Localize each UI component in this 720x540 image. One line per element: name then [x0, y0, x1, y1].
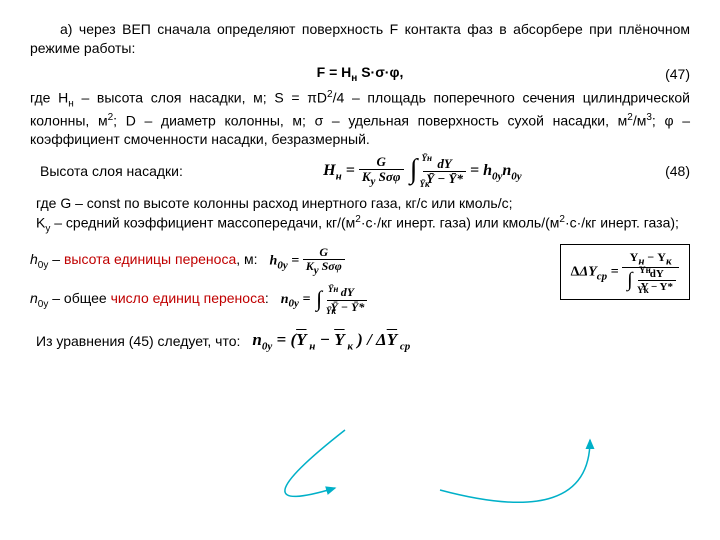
- boxed-formula: ΔΔYср = Yн − Yк Yн∫Yк dY Y − Y*: [560, 244, 690, 301]
- eq48-number: (48): [650, 163, 690, 179]
- eq47-description: где Hн – высота слоя насадки, м; S = πD2…: [30, 88, 690, 149]
- eq47-formula: F = Hн S·σ·φ,: [70, 64, 650, 84]
- eq48-label: Высота слоя насадки:: [30, 163, 183, 179]
- equation-47: F = Hн S·σ·φ, (47): [30, 64, 690, 84]
- eq47-number: (47): [650, 66, 690, 82]
- equation-48-row: Высота слоя насадки: Hн = G Ky Sσφ Ȳн∫Ȳк…: [30, 155, 690, 188]
- n0y-formula: n0y = Ȳн∫Ȳк dY Ȳ − Ȳ*: [269, 286, 550, 313]
- n0y-row: n0y – общее число единиц переноса: n0y =…: [30, 286, 550, 313]
- eq48-formula: Hн = G Ky Sσφ Ȳн∫Ȳк dY Ȳ − Ȳ* = h0yn0y: [183, 155, 650, 188]
- intro-text: а) через ВЕП сначала определяют поверхно…: [30, 21, 690, 56]
- n0y-label: n0y – общее число единиц переноса:: [30, 290, 269, 310]
- final-formula: n0y = (Y н − Y к ) / ΔY ср: [240, 330, 690, 352]
- intro-paragraph: а) через ВЕП сначала определяют поверхно…: [30, 20, 690, 58]
- n0y-red-text: число единиц переноса: [111, 290, 265, 306]
- h0y-formula: h0y = G Ky Sσφ: [258, 246, 550, 277]
- final-row: Из уравнения (45) следует, что: n0y = (Y…: [30, 330, 690, 352]
- eq48-description: где G – const по высоте колонны расход и…: [30, 194, 690, 236]
- h0y-row: h0y – высота единицы переноса, м: h0y = …: [30, 246, 550, 277]
- h0y-red-text: высота единицы переноса: [64, 251, 236, 267]
- h0y-label: h0y – высота единицы переноса, м:: [30, 251, 258, 271]
- final-label: Из уравнения (45) следует, что:: [30, 333, 240, 349]
